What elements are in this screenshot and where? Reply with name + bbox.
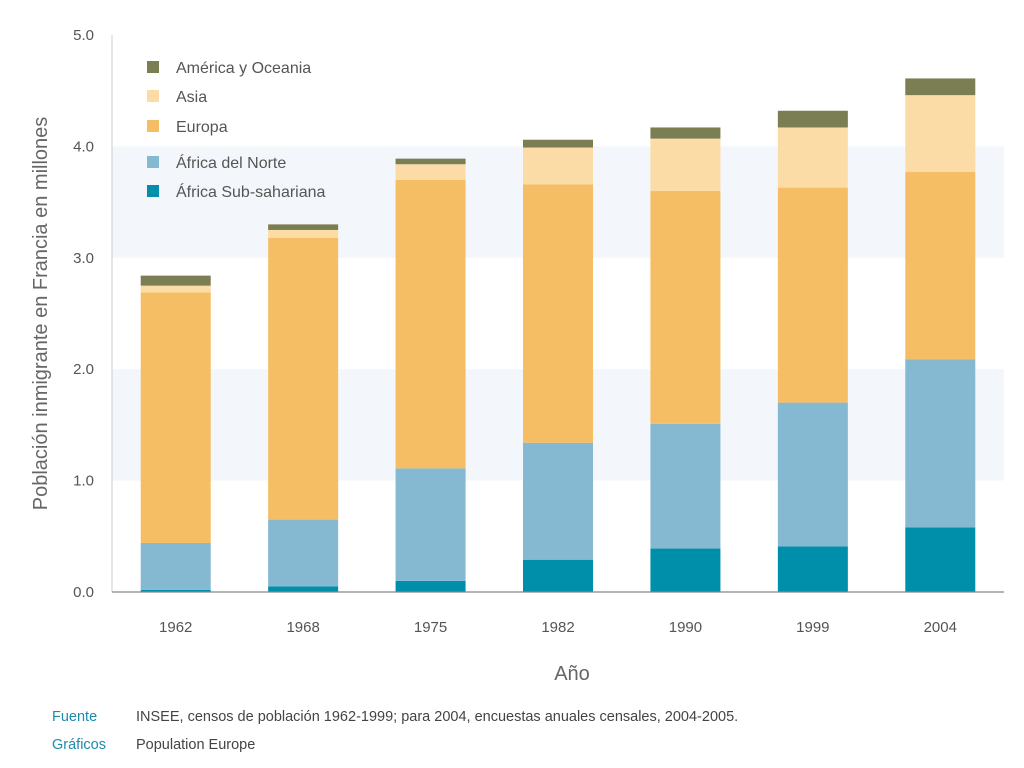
legend-swatch <box>147 120 159 132</box>
legend-label: Europa <box>176 119 228 136</box>
legend-label: África Sub-sahariana <box>176 182 326 201</box>
bar-segment <box>395 158 466 165</box>
bar-segment <box>650 190 721 424</box>
bar-segment <box>523 147 593 185</box>
bar-segment <box>268 519 339 587</box>
y-tick-label: 3.0 <box>73 250 94 267</box>
y-tick-label: 1.0 <box>73 473 94 490</box>
bar-segment <box>777 127 848 188</box>
graphics-text: Population Europe <box>136 737 256 753</box>
bar-segment <box>268 237 339 520</box>
x-tick-label: 1975 <box>414 619 447 636</box>
bar-segment <box>777 187 848 403</box>
y-axis-title: Población inmigrante en Francia en millo… <box>30 117 52 511</box>
bar-segment <box>395 164 466 180</box>
bar-segment <box>268 229 339 238</box>
bars <box>140 78 976 592</box>
bar-segment <box>650 548 721 592</box>
x-axis-title: Año <box>554 663 590 685</box>
source-note: Fuente INSEE, censos de población 1962-19… <box>52 709 738 725</box>
bar-segment <box>905 527 976 592</box>
stacked-bar-chart: 0.01.02.03.04.05.0 1962 1968 1975 1982 1990 1… <box>30 27 1004 685</box>
legend-swatch <box>147 156 159 168</box>
legend-swatch <box>147 90 159 102</box>
y-tick-label: 0.0 <box>73 584 94 601</box>
bar-segment <box>523 559 593 592</box>
bar-segment <box>523 184 593 443</box>
graphics-credit: Gráficos Population Europe <box>52 737 255 753</box>
bar-segment <box>268 586 339 592</box>
x-axis-ticks: 1962 1968 1975 1982 1990 1999 2004 <box>159 619 957 636</box>
bar-segment <box>140 589 211 592</box>
bar-segment <box>650 138 721 191</box>
bar-segment <box>650 423 721 549</box>
bar-segment <box>268 224 339 230</box>
y-axis-ticks: 0.0 1.0 2.0 3.0 4.0 5.0 <box>73 27 94 601</box>
bar-segment <box>395 580 466 592</box>
y-tick-label: 4.0 <box>73 138 94 155</box>
legend-label: África del Norte <box>176 153 286 172</box>
bar-segment <box>523 139 593 148</box>
bar-segment <box>777 110 848 128</box>
bar-segment <box>777 546 848 592</box>
bar-segment <box>777 402 848 547</box>
bar-segment <box>140 292 211 543</box>
source-text: INSEE, censos de población 1962-1999; pa… <box>136 709 739 725</box>
x-tick-label: 1990 <box>669 619 702 636</box>
bar-segment <box>650 127 721 139</box>
legend-label: Asia <box>176 89 207 106</box>
bar-segment <box>395 468 466 581</box>
y-tick-label: 2.0 <box>73 361 94 378</box>
bar-segment <box>905 359 976 528</box>
legend: América y Oceania Asia Europa África del No… <box>147 60 326 201</box>
bar-segment <box>140 542 211 590</box>
x-tick-label: 1999 <box>796 619 829 636</box>
legend-swatch <box>147 61 159 73</box>
x-tick-label: 1968 <box>286 619 319 636</box>
x-tick-label: 1982 <box>541 619 574 636</box>
bar-segment <box>905 95 976 173</box>
bar-segment <box>523 442 593 560</box>
bar-segment <box>905 172 976 360</box>
bar-segment <box>140 285 211 293</box>
y-tick-label: 5.0 <box>73 27 94 44</box>
legend-label: América y Oceania <box>176 60 311 77</box>
background-band <box>112 35 1004 147</box>
x-tick-label: 2004 <box>924 619 957 636</box>
graphics-label: Gráficos <box>52 737 106 753</box>
source-label: Fuente <box>52 709 98 725</box>
bar-segment <box>905 78 976 96</box>
bar-segment <box>395 179 466 469</box>
bar-segment <box>140 275 211 286</box>
legend-swatch <box>147 185 159 197</box>
x-tick-label: 1962 <box>159 619 192 636</box>
